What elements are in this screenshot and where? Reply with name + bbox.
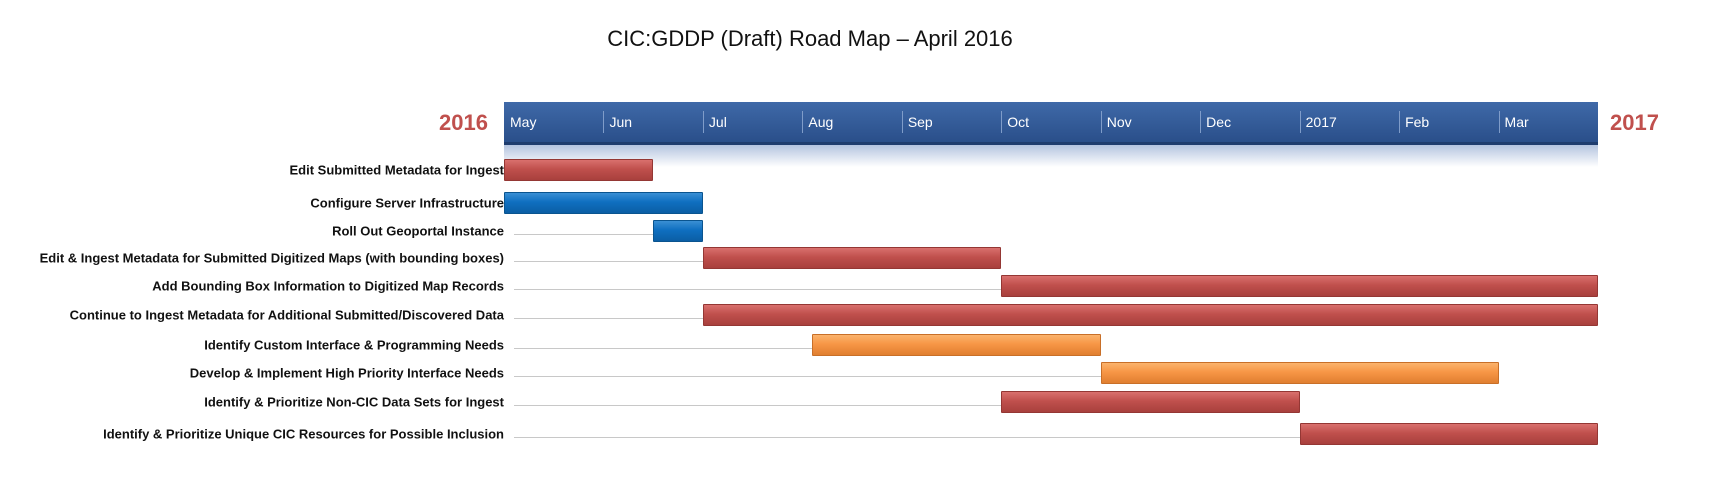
month-separator: [1299, 111, 1301, 133]
task-bar: [504, 192, 703, 214]
month-separator: [702, 111, 704, 133]
task-label: Develop & Implement High Priority Interf…: [189, 365, 504, 381]
timeline-band-shadow: [504, 145, 1598, 167]
task-bar: [1001, 391, 1300, 413]
month-tick-label: Jul: [708, 114, 727, 130]
month-tick-label: Aug: [808, 114, 834, 130]
month-tick-label: Oct: [1007, 114, 1030, 130]
task-bar: [1299, 423, 1598, 445]
month-separator: [1399, 111, 1401, 133]
task-bar: [702, 304, 1598, 326]
timeline-month-band: May Jun Jul Aug Sep Oct Nov Dec 2017 Feb Mar: [504, 102, 1598, 145]
task-leader-line: [514, 348, 813, 349]
task-label: Edit Submitted Metadata for Ingest: [289, 162, 504, 178]
task-bar: [504, 159, 654, 181]
month-separator: [603, 111, 605, 133]
task-leader-line: [514, 261, 703, 262]
task-label: Configure Server Infrastructure: [310, 195, 504, 211]
task-leader-line: [514, 234, 654, 235]
start-year-label: 2016: [439, 110, 488, 135]
month-tick-label: May: [510, 114, 537, 130]
task-leader-line: [514, 405, 1002, 406]
task-label: Continue to Ingest Metadata for Addition…: [69, 307, 504, 323]
task-label: Edit & Ingest Metadata for Submitted Dig…: [39, 250, 504, 266]
chart-title: CIC:GDDP (Draft) Road Map – April 2016: [607, 26, 1013, 51]
task-leader-line: [514, 437, 1300, 438]
month-tick-label: Sep: [907, 114, 933, 130]
task-leader-line: [514, 318, 703, 319]
task-bar: [702, 247, 1002, 269]
end-year-label: 2017: [1610, 110, 1659, 135]
month-separator: [1001, 111, 1003, 133]
month-separator: [802, 111, 804, 133]
month-tick-label: Nov: [1106, 114, 1132, 130]
task-bar: [1100, 362, 1499, 384]
month-tick-label: 2017: [1305, 114, 1337, 130]
task-label: Identify & Prioritize Unique CIC Resourc…: [103, 426, 504, 442]
month-separator: [901, 111, 903, 133]
task-bar: [812, 334, 1101, 356]
month-tick-label: Mar: [1504, 114, 1529, 130]
task-label: Identify & Prioritize Non-CIC Data Sets …: [204, 394, 504, 410]
task-label: Roll Out Geoportal Instance: [332, 223, 504, 239]
month-tick-label: Dec: [1206, 114, 1232, 130]
month-separator: [1498, 111, 1500, 133]
month-separator: [1100, 111, 1102, 133]
task-leader-line: [514, 376, 1101, 377]
task-label: Identify Custom Interface & Programming …: [204, 337, 504, 353]
task-leader-line: [514, 289, 1002, 290]
task-bar: [1001, 275, 1598, 297]
month-tick-label: Feb: [1405, 114, 1430, 130]
task-bar: [653, 220, 703, 242]
task-label: Add Bounding Box Information to Digitize…: [152, 278, 504, 294]
month-tick-label: Jun: [609, 114, 633, 130]
month-separator: [1200, 111, 1202, 133]
